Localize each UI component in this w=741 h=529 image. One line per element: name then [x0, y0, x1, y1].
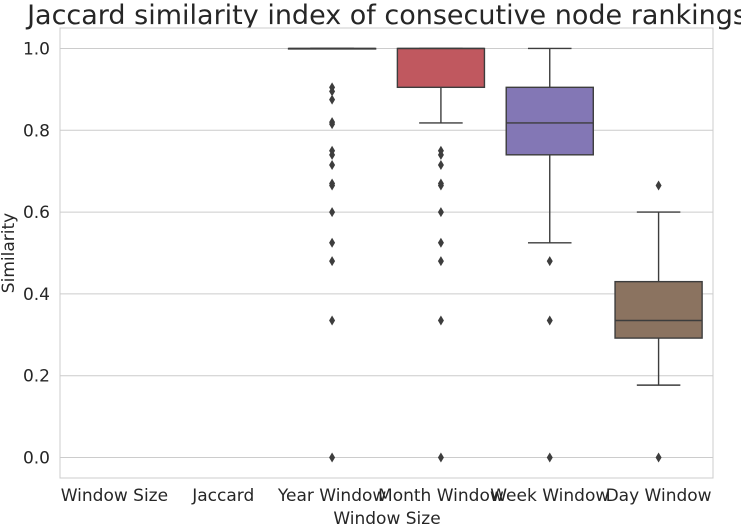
outlier-point	[546, 256, 553, 267]
chart-title: Jaccard similarity index of consecutive …	[25, 0, 741, 31]
boxes	[287, 47, 703, 463]
box	[505, 86, 594, 156]
outlier-point	[437, 207, 444, 218]
y-tick-label: 0.6	[23, 203, 50, 223]
outlier-point	[437, 160, 444, 171]
outlier-point	[329, 452, 336, 463]
outlier-point	[329, 237, 336, 248]
y-tick-label: 0.8	[23, 121, 50, 141]
outlier-point	[329, 149, 336, 160]
box-group	[287, 47, 377, 463]
outlier-point	[329, 315, 336, 326]
outlier-point	[329, 119, 336, 130]
box-group	[614, 180, 703, 463]
x-tick-label: Day Window	[606, 486, 712, 506]
y-tick-label: 1.0	[23, 39, 50, 59]
outlier-point	[437, 256, 444, 267]
outlier-point	[655, 180, 662, 191]
outlier-point	[437, 180, 444, 191]
y-axis-label: Similarity	[0, 213, 19, 293]
outlier-point	[437, 452, 444, 463]
grid-lines	[60, 47, 713, 459]
outlier-point	[329, 256, 336, 267]
outlier-point	[329, 160, 336, 171]
outlier-point	[329, 207, 336, 218]
x-tick-label: Year Window	[277, 486, 387, 506]
x-tick-label: Week Window	[490, 486, 609, 506]
outlier-point	[437, 237, 444, 248]
outlier-point	[329, 180, 336, 191]
box-group	[396, 47, 486, 463]
outlier-point	[437, 149, 444, 160]
y-tick-label: 0.2	[23, 367, 50, 387]
outlier-point	[329, 94, 336, 105]
x-tick-label: Window Size	[61, 486, 168, 506]
outlier-point	[546, 452, 553, 463]
y-tick-label: 0.4	[23, 285, 50, 305]
box	[614, 280, 703, 339]
outlier-point	[655, 452, 662, 463]
outlier-point	[329, 86, 336, 97]
plot-area	[59, 27, 714, 479]
box	[396, 47, 486, 89]
x-tick-label: Month Window	[378, 486, 504, 506]
outlier-point	[546, 315, 553, 326]
x-tick-label: Jaccard	[191, 486, 254, 506]
outlier-point	[437, 315, 444, 326]
y-tick-label: 0.0	[23, 449, 50, 469]
x-axis-label: Window Size	[333, 509, 440, 529]
y-tick-labels: 0.0 0.2 0.4 0.6 0.8 1.0	[23, 39, 50, 468]
box-group	[505, 47, 594, 463]
